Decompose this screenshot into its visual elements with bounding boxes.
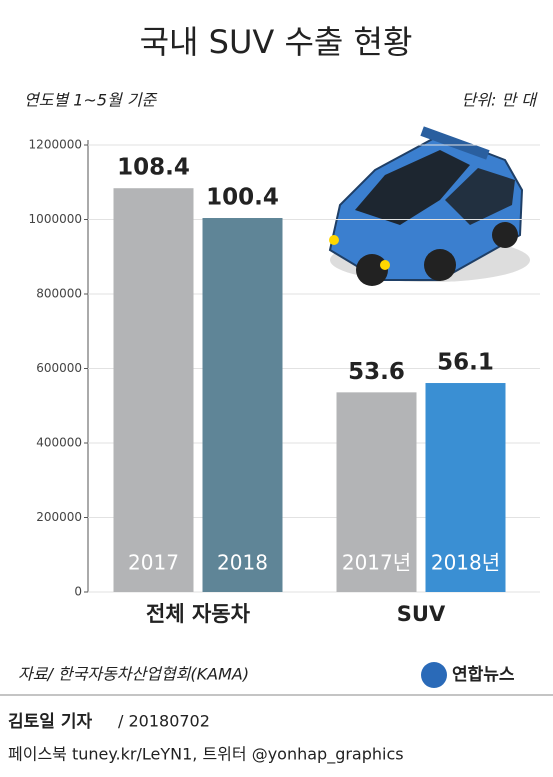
value-label: 100.4 <box>206 185 279 211</box>
value-label: 53.6 <box>348 359 405 385</box>
bar-label: 2018년 <box>431 551 500 575</box>
bar <box>425 383 506 592</box>
chart-title: 국내 SUV 수출 현황 <box>140 23 413 61</box>
contact: 페이스북 tuney.kr/LeYN1, 트위터 @yonhap_graphic… <box>8 745 404 765</box>
y-tick-label: 800000 <box>36 287 82 301</box>
x-tick-label: 전체 자동차 <box>146 602 251 626</box>
bar <box>202 218 283 592</box>
car-illustration <box>328 126 530 286</box>
y-tick-label: 600000 <box>36 361 82 375</box>
author: 김토일 기자 <box>8 712 92 732</box>
bar-label: 2017년 <box>342 551 411 575</box>
date: / 20180702 <box>118 712 210 731</box>
source: 자료/ 한국자동차산업협회(KAMA) <box>18 665 249 684</box>
bar-label: 2018 <box>217 551 268 575</box>
logo-icon <box>421 662 447 688</box>
bar <box>336 392 417 592</box>
y-tick-label: 0 <box>74 585 82 599</box>
y-tick-label: 1000000 <box>29 212 82 226</box>
value-label: 56.1 <box>437 350 494 376</box>
bar <box>113 188 194 592</box>
logo: 연합뉴스 <box>452 664 515 685</box>
y-tick-label: 1200000 <box>29 138 82 152</box>
subtitle: 연도별 1~5월 기준 <box>24 91 158 110</box>
y-tick-label: 200000 <box>36 510 82 524</box>
unit-label: 단위: 만 대 <box>462 91 539 110</box>
bar-label: 2017 <box>128 551 179 575</box>
y-tick-label: 400000 <box>36 436 82 450</box>
value-label: 108.4 <box>117 155 190 181</box>
x-tick-label: SUV <box>397 602 446 626</box>
